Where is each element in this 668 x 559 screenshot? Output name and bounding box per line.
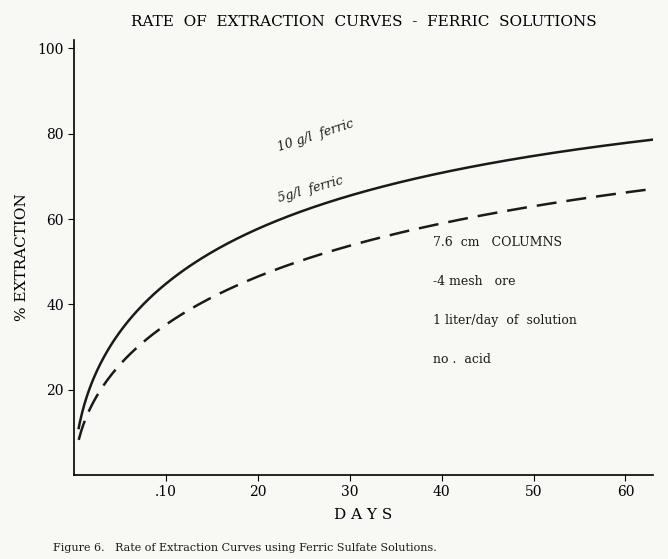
Text: -4 mesh   ore: -4 mesh ore	[433, 275, 516, 288]
Title: RATE  OF  EXTRACTION  CURVES  -  FERRIC  SOLUTIONS: RATE OF EXTRACTION CURVES - FERRIC SOLUT…	[131, 15, 597, 29]
Text: 1 liter/day  of  solution: 1 liter/day of solution	[433, 314, 577, 327]
Text: Figure 6.   Rate of Extraction Curves using Ferric Sulfate Solutions.: Figure 6. Rate of Extraction Curves usin…	[53, 543, 437, 553]
Text: 7.6  cm   COLUMNS: 7.6 cm COLUMNS	[433, 236, 562, 249]
Y-axis label: % EXTRACTION: % EXTRACTION	[15, 193, 29, 321]
X-axis label: D A Y S: D A Y S	[335, 508, 393, 522]
Text: no .  acid: no . acid	[433, 353, 491, 366]
Text: 5g/l  ferric: 5g/l ferric	[277, 174, 345, 205]
Text: 10 g/l  ferric: 10 g/l ferric	[277, 117, 355, 154]
